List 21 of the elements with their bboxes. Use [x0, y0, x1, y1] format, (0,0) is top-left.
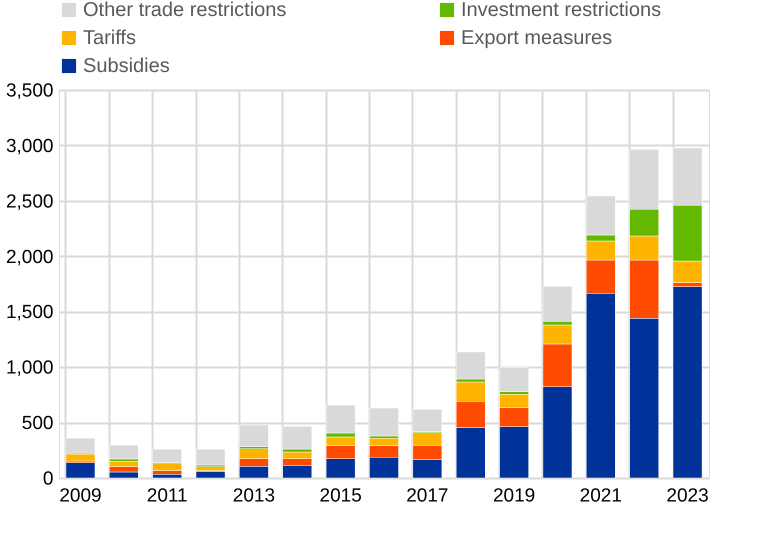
x-tick-label: 2017 [406, 486, 449, 506]
legend-label: Subsidies [83, 55, 170, 77]
x-tick-label: 2015 [319, 486, 362, 506]
y-tick-label: 1,500 [6, 302, 54, 324]
legend-label: Export measures [461, 27, 612, 49]
y-tick-label: 1,000 [6, 358, 54, 379]
x-tick-label: 2013 [232, 486, 276, 506]
y-tick-label: 500 [22, 413, 54, 434]
x-tick-label: 2021 [580, 486, 622, 506]
y-tick-label: 2,000 [6, 246, 54, 268]
y-tick-label: 2,500 [6, 191, 54, 212]
x-tick-label: 2023 [666, 486, 709, 506]
legend-label: Tariffs [83, 27, 136, 49]
y-tick-label: 0 [42, 468, 54, 490]
y-tick-label: 3,000 [6, 136, 54, 157]
x-tick-label: 2011 [146, 486, 188, 506]
x-tick-label: 2009 [59, 486, 102, 506]
legend-label: Investment restrictions [461, 0, 662, 21]
legend-label: Other trade restrictions [83, 0, 286, 21]
x-tick-label: 2019 [492, 486, 536, 506]
y-tick-label: 3,500 [6, 80, 54, 102]
